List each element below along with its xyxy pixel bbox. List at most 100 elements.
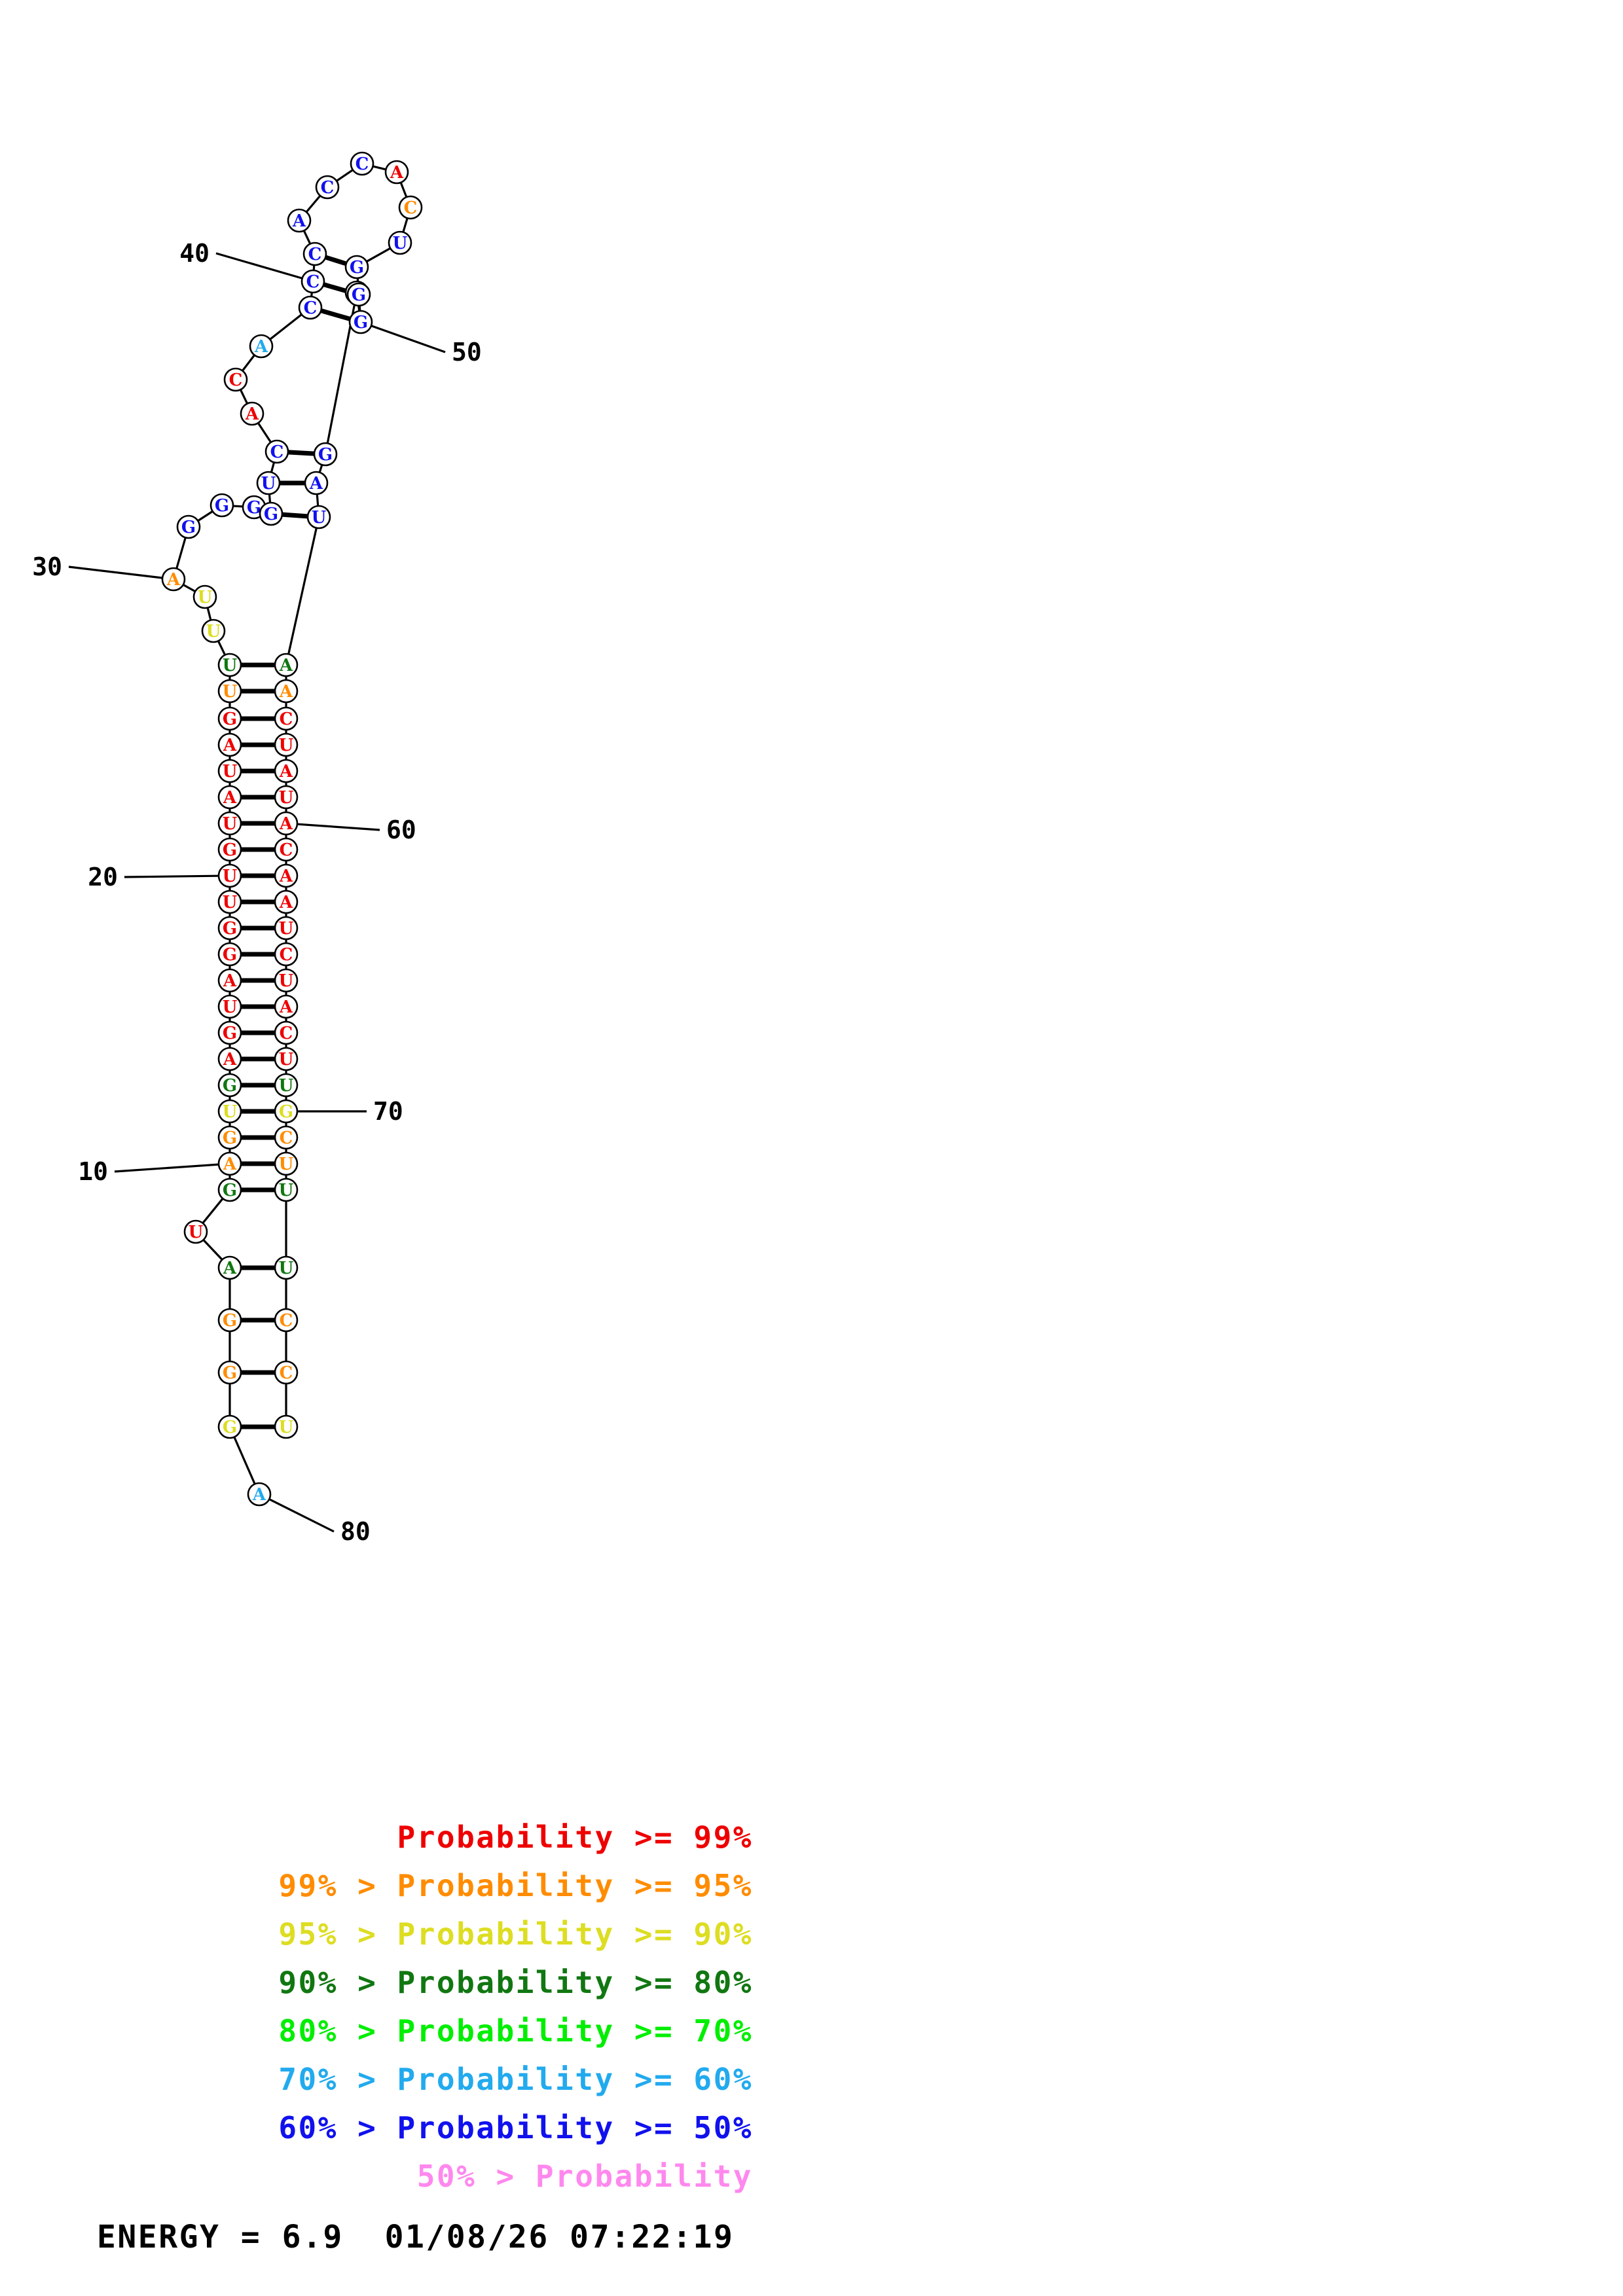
base-node[interactable]: G — [217, 916, 242, 941]
base-node[interactable]: A — [384, 160, 409, 185]
base-node[interactable]: A — [247, 1482, 272, 1507]
base-node[interactable]: C — [274, 837, 299, 862]
base-node[interactable]: U — [217, 759, 242, 783]
base-node[interactable]: C — [274, 1308, 299, 1333]
base-node[interactable]: U — [274, 785, 299, 810]
base-node[interactable]: A — [217, 732, 242, 757]
base-node[interactable]: A — [274, 889, 299, 914]
base-node[interactable]: A — [287, 208, 312, 233]
base-node[interactable]: U — [217, 863, 242, 888]
base-node[interactable]: A — [274, 863, 299, 888]
base-node[interactable]: U — [217, 994, 242, 1019]
base-node[interactable]: G — [217, 837, 242, 862]
base-node[interactable]: U — [217, 653, 242, 677]
base-node[interactable]: C — [301, 269, 325, 294]
base-node[interactable]: U — [274, 1047, 299, 1071]
base-node[interactable]: G — [259, 501, 283, 526]
base-node[interactable]: G — [217, 1360, 242, 1385]
base-node[interactable]: U — [274, 1151, 299, 1176]
base-circle — [274, 916, 299, 941]
base-node[interactable]: A — [217, 1255, 242, 1280]
base-node[interactable]: G — [210, 493, 234, 518]
base-node[interactable]: C — [398, 195, 423, 220]
base-node[interactable]: U — [256, 471, 281, 495]
base-node[interactable]: G — [217, 1020, 242, 1045]
base-node[interactable]: C — [274, 1125, 299, 1150]
backbone-segment — [239, 389, 249, 404]
base-node[interactable]: G — [274, 1099, 299, 1124]
base-node[interactable]: G — [344, 255, 369, 279]
base-node[interactable]: C — [223, 367, 248, 392]
base-node[interactable]: U — [274, 1414, 299, 1439]
base-node[interactable]: G — [176, 514, 201, 539]
base-letter: A — [390, 163, 404, 183]
base-node[interactable]: G — [313, 442, 338, 467]
base-circle — [274, 679, 299, 704]
base-node[interactable]: C — [315, 175, 340, 200]
base-letter: A — [223, 1050, 237, 1069]
base-node[interactable]: C — [274, 942, 299, 967]
base-node[interactable]: A — [274, 653, 299, 677]
base-node[interactable]: C — [302, 242, 327, 266]
base-node[interactable]: G — [217, 1177, 242, 1202]
base-node[interactable]: A — [274, 994, 299, 1019]
base-node[interactable]: U — [217, 811, 242, 836]
base-node[interactable]: U — [274, 1255, 299, 1280]
base-circle — [264, 439, 289, 464]
base-node[interactable]: U — [192, 584, 217, 609]
base-circle — [217, 863, 242, 888]
base-node[interactable]: A — [240, 401, 264, 426]
base-node[interactable]: C — [298, 295, 323, 320]
base-node[interactable]: C — [274, 1020, 299, 1045]
base-circle — [274, 706, 299, 731]
base-node[interactable]: U — [217, 679, 242, 704]
base-circle — [274, 759, 299, 783]
base-letter: G — [223, 919, 237, 939]
base-circle — [217, 1414, 242, 1439]
base-node[interactable]: A — [274, 679, 299, 704]
base-node[interactable]: G — [348, 310, 373, 334]
base-node[interactable]: U — [274, 968, 299, 993]
base-node[interactable]: A — [217, 785, 242, 810]
base-circle — [274, 1073, 299, 1098]
base-node[interactable]: U — [274, 1073, 299, 1098]
base-circle — [302, 242, 327, 266]
base-node[interactable]: C — [274, 1360, 299, 1385]
base-node[interactable]: U — [183, 1219, 208, 1244]
base-node[interactable]: G — [217, 706, 242, 731]
base-letter: A — [166, 570, 181, 590]
base-circle — [274, 942, 299, 967]
base-node[interactable]: G — [217, 1308, 242, 1333]
base-node[interactable]: A — [161, 567, 186, 592]
base-node[interactable]: U — [217, 1099, 242, 1124]
base-node[interactable]: A — [217, 1151, 242, 1176]
base-node[interactable]: U — [217, 889, 242, 914]
base-node[interactable]: A — [274, 759, 299, 783]
base-node[interactable]: U — [274, 1177, 299, 1202]
base-node[interactable]: U — [306, 505, 331, 529]
base-node[interactable]: U — [274, 916, 299, 941]
base-letter: U — [279, 1076, 294, 1096]
base-node[interactable]: G — [346, 282, 371, 307]
base-node[interactable]: G — [217, 942, 242, 967]
legend-row: 80% > Probability >= 70% — [278, 2013, 753, 2049]
base-letter: G — [223, 1311, 237, 1331]
base-node[interactable]: U — [274, 732, 299, 757]
base-node[interactable]: G — [217, 1073, 242, 1098]
base-node[interactable]: A — [304, 471, 329, 495]
backbone-segment — [257, 422, 272, 443]
base-node[interactable]: U — [388, 230, 412, 255]
base-node[interactable]: A — [217, 968, 242, 993]
position-number: 40 — [179, 239, 210, 268]
base-node[interactable]: G — [217, 1414, 242, 1439]
base-node[interactable]: C — [350, 151, 374, 176]
base-letter: U — [279, 1181, 294, 1200]
base-node[interactable]: G — [217, 1125, 242, 1150]
base-node[interactable]: A — [274, 811, 299, 836]
base-node[interactable]: C — [264, 439, 289, 464]
base-node[interactable]: A — [217, 1047, 242, 1071]
base-node[interactable]: U — [201, 619, 226, 643]
base-letter: G — [223, 1128, 237, 1148]
base-node[interactable]: A — [249, 334, 274, 359]
base-node[interactable]: C — [274, 706, 299, 731]
